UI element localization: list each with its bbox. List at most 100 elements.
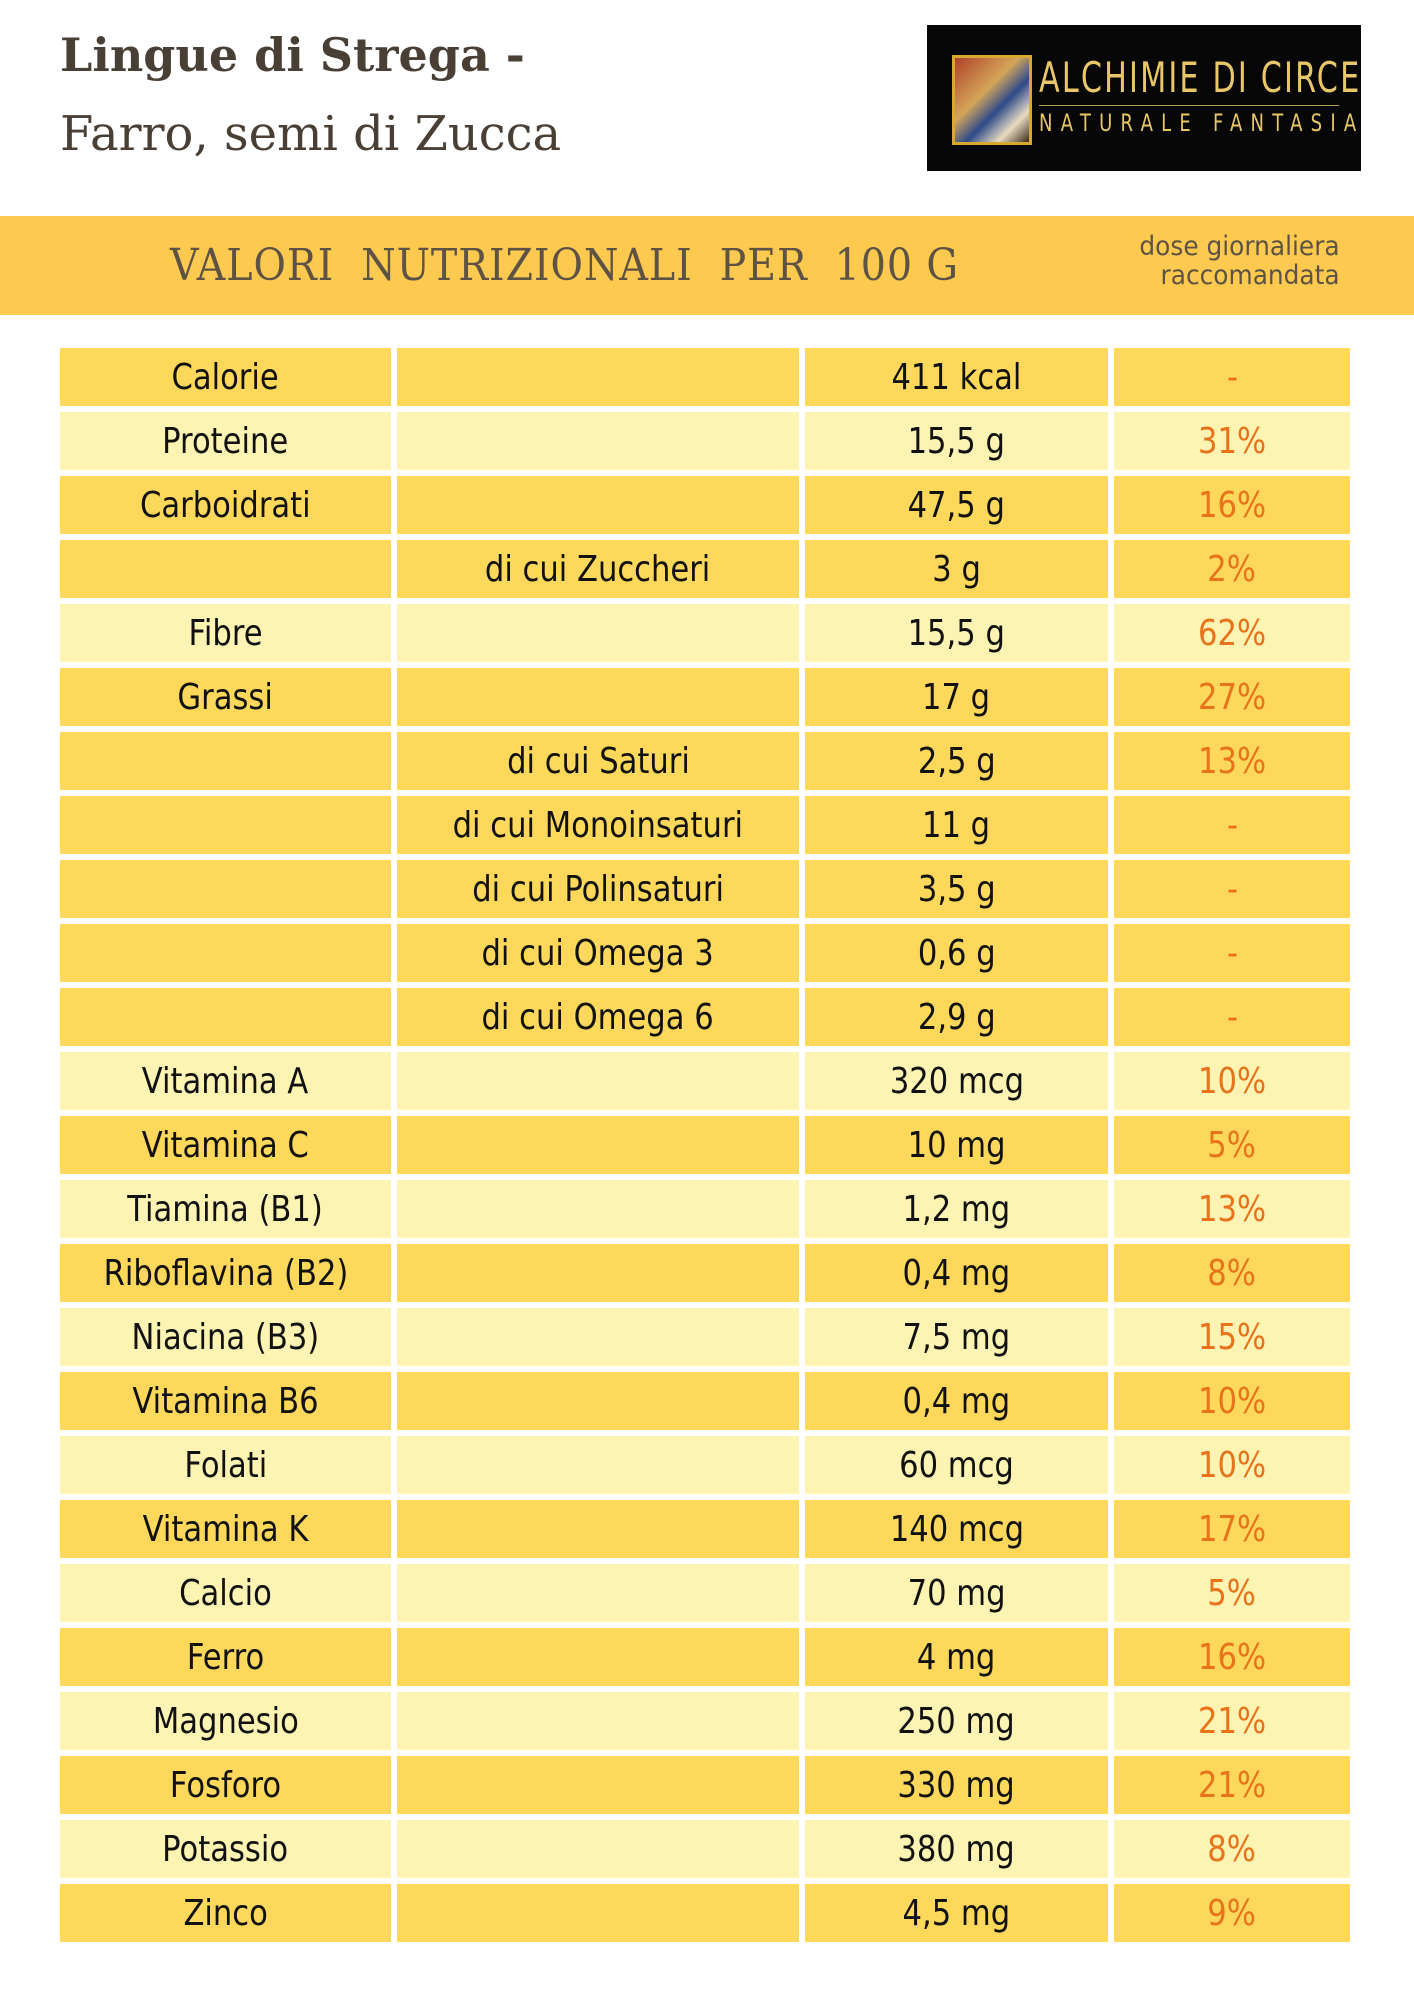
table-row: Carboidrati 47,5 g 16%	[60, 476, 1356, 534]
daily-percentage: 16%	[1197, 1636, 1266, 1678]
nutrient-subcategory-cell	[397, 1052, 799, 1110]
nutrient-amount: 70 mg	[907, 1572, 1006, 1614]
daily-percentage: -	[1226, 804, 1238, 846]
nutrient-name-cell: Riboflavina (B2)	[60, 1244, 391, 1302]
nutrient-amount-cell: 411 kcal	[805, 348, 1108, 406]
daily-percentage-cell: -	[1114, 924, 1350, 982]
daily-percentage: 17%	[1197, 1508, 1266, 1550]
nutrient-name-cell: Folati	[60, 1436, 391, 1494]
nutrient-subcategory-cell	[397, 1564, 799, 1622]
daily-percentage-cell: 9%	[1114, 1884, 1350, 1942]
daily-percentage: 2%	[1207, 548, 1257, 590]
table-row: Magnesio 250 mg 21%	[60, 1692, 1356, 1750]
daily-percentage-cell: 2%	[1114, 540, 1350, 598]
table-row: Potassio 380 mg 8%	[60, 1820, 1356, 1878]
nutrient-amount-cell: 4,5 mg	[805, 1884, 1108, 1942]
logo-tagline: NATURALE FANTASIA	[1039, 109, 1365, 137]
nutrient-name-cell	[60, 860, 391, 918]
daily-percentage-cell: 10%	[1114, 1052, 1350, 1110]
nutrient-name: Calorie	[171, 356, 280, 398]
nutrient-amount-cell: 330 mg	[805, 1756, 1108, 1814]
product-title: Lingue di Strega -	[60, 28, 525, 82]
nutrient-amount: 0,6 g	[917, 932, 996, 974]
nutrient-subcategory-cell: di cui Omega 6	[397, 988, 799, 1046]
nutrient-amount: 330 mg	[897, 1764, 1016, 1806]
nutrient-amount: 320 mcg	[889, 1060, 1024, 1102]
daily-percentage: 10%	[1197, 1060, 1266, 1102]
daily-percentage-cell: 13%	[1114, 1180, 1350, 1238]
nutrient-name-cell: Carboidrati	[60, 476, 391, 534]
daily-percentage-cell: 15%	[1114, 1308, 1350, 1366]
nutrient-amount: 2,5 g	[917, 740, 996, 782]
daily-percentage: -	[1226, 932, 1238, 974]
nutrient-name-cell: Fibre	[60, 604, 391, 662]
nutrient-amount-cell: 11 g	[805, 796, 1108, 854]
nutrient-subcategory: di cui Zuccheri	[485, 548, 711, 590]
daily-percentage: -	[1226, 996, 1238, 1038]
daily-percentage-cell: 5%	[1114, 1564, 1350, 1622]
table-row: Proteine 15,5 g 31%	[60, 412, 1356, 470]
nutrient-name-cell: Calorie	[60, 348, 391, 406]
daily-percentage: 27%	[1197, 676, 1266, 718]
nutrient-amount: 7,5 mg	[902, 1316, 1011, 1358]
table-row: di cui Monoinsaturi 11 g -	[60, 796, 1356, 854]
daily-percentage: 31%	[1197, 420, 1266, 462]
nutrient-name: Folati	[183, 1444, 267, 1486]
table-row: Grassi 17 g 27%	[60, 668, 1356, 726]
banner-title: VALORI NUTRIZIONALI PER 100 G	[170, 240, 959, 291]
nutrient-name-cell	[60, 732, 391, 790]
table-row: Ferro 4 mg 16%	[60, 1628, 1356, 1686]
nutrient-subcategory: di cui Omega 3	[481, 932, 715, 974]
nutrient-name: Riboflavina (B2)	[103, 1252, 348, 1294]
nutrient-name-cell: Ferro	[60, 1628, 391, 1686]
daily-dose-line1: dose giornaliera	[1139, 231, 1340, 262]
table-row: di cui Saturi 2,5 g 13%	[60, 732, 1356, 790]
nutrient-amount-cell: 2,9 g	[805, 988, 1108, 1046]
nutrient-name: Potassio	[162, 1828, 289, 1870]
daily-percentage-cell: 16%	[1114, 476, 1350, 534]
nutrient-name-cell: Vitamina A	[60, 1052, 391, 1110]
nutrient-amount-cell: 0,6 g	[805, 924, 1108, 982]
daily-percentage: 21%	[1197, 1700, 1266, 1742]
daily-percentage: 13%	[1197, 740, 1266, 782]
nutrient-amount-cell: 60 mcg	[805, 1436, 1108, 1494]
daily-percentage-cell: -	[1114, 988, 1350, 1046]
daily-percentage: 5%	[1207, 1572, 1257, 1614]
nutrient-name-cell: Calcio	[60, 1564, 391, 1622]
daily-percentage-cell: 31%	[1114, 412, 1350, 470]
nutrient-amount: 15,5 g	[907, 612, 1006, 654]
nutrient-amount: 0,4 mg	[902, 1380, 1011, 1422]
nutrient-name: Vitamina B6	[132, 1380, 319, 1422]
nutrient-amount: 3,5 g	[917, 868, 996, 910]
nutrient-amount-cell: 2,5 g	[805, 732, 1108, 790]
nutrient-amount: 380 mg	[897, 1828, 1016, 1870]
table-row: Niacina (B3) 7,5 mg 15%	[60, 1308, 1356, 1366]
nutrient-subcategory-cell	[397, 1180, 799, 1238]
nutrient-amount: 4 mg	[917, 1636, 996, 1678]
nutrient-subcategory-cell	[397, 1372, 799, 1430]
nutrient-amount-cell: 140 mcg	[805, 1500, 1108, 1558]
nutrient-subcategory: di cui Omega 6	[481, 996, 715, 1038]
table-row: di cui Polinsaturi 3,5 g -	[60, 860, 1356, 918]
nutrient-name: Zinco	[183, 1892, 268, 1934]
table-row: Vitamina K 140 mcg 17%	[60, 1500, 1356, 1558]
nutrient-subcategory-cell	[397, 1308, 799, 1366]
daily-percentage: -	[1226, 868, 1238, 910]
nutrient-amount: 4,5 mg	[902, 1892, 1011, 1934]
nutrient-subcategory-cell: di cui Polinsaturi	[397, 860, 799, 918]
daily-percentage-cell: -	[1114, 796, 1350, 854]
nutrient-amount: 10 mg	[907, 1124, 1006, 1166]
table-row: Folati 60 mcg 10%	[60, 1436, 1356, 1494]
daily-percentage-cell: -	[1114, 348, 1350, 406]
nutrient-amount: 15,5 g	[907, 420, 1006, 462]
nutrient-name: Calcio	[179, 1572, 272, 1614]
nutrient-amount-cell: 0,4 mg	[805, 1372, 1108, 1430]
nutrition-table: Calorie 411 kcal - Proteine 15,5 g 31% Carboid…	[60, 348, 1356, 1948]
table-row: Fosforo 330 mg 21%	[60, 1756, 1356, 1814]
nutrient-name: Vitamina K	[142, 1508, 309, 1550]
nutrient-subcategory-cell: di cui Saturi	[397, 732, 799, 790]
daily-percentage: 15%	[1197, 1316, 1266, 1358]
daily-percentage-cell: 8%	[1114, 1244, 1350, 1302]
nutrient-subcategory-cell	[397, 412, 799, 470]
logo-name: ALCHIMIE DI CIRCE	[1039, 53, 1362, 102]
